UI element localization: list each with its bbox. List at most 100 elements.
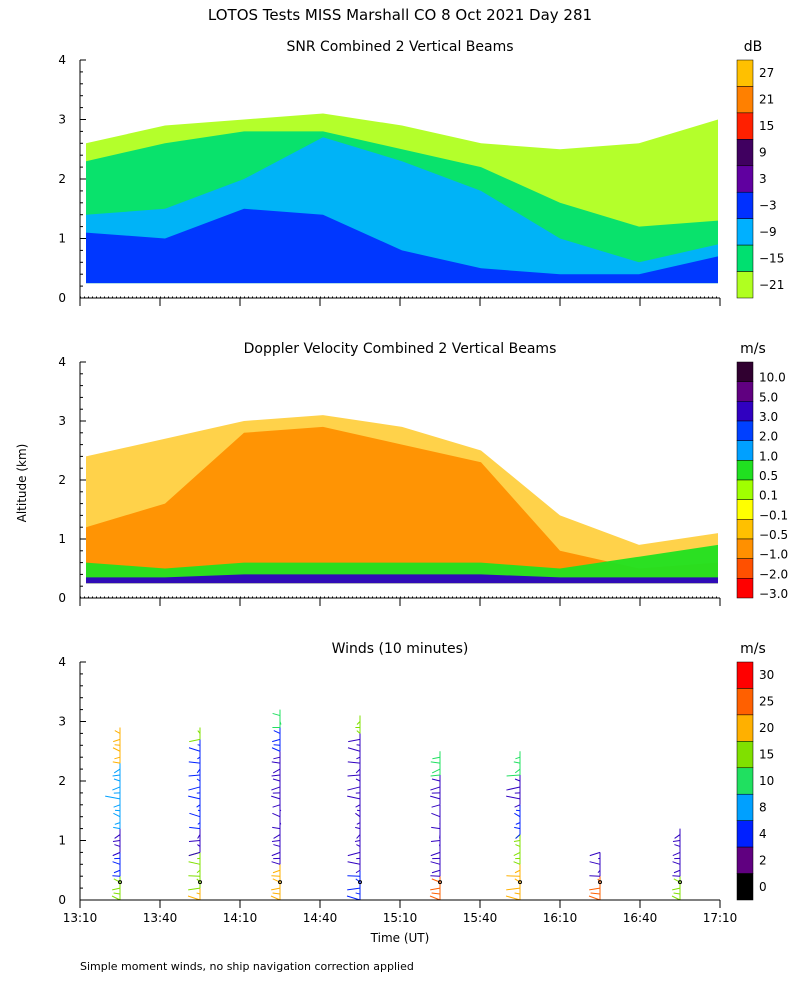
wind-barb xyxy=(112,774,121,777)
wind-barb xyxy=(347,887,361,891)
wind-barb xyxy=(589,887,601,891)
colorbar-label: −3 xyxy=(759,198,777,212)
wind-profile xyxy=(187,727,202,901)
wind-barb xyxy=(112,747,121,752)
wind-barb xyxy=(431,892,441,895)
colorbar-label: −3.0 xyxy=(759,587,788,601)
wind-barb xyxy=(673,892,681,895)
wind-barb xyxy=(189,738,201,743)
colorbar-label: 10 xyxy=(759,774,774,788)
wind-barb xyxy=(590,892,601,895)
wind-barb xyxy=(111,895,121,901)
wind-barb xyxy=(356,844,361,847)
x-tick-label: 13:10 xyxy=(63,911,98,925)
wind-barb xyxy=(114,834,121,839)
wind-barb xyxy=(430,761,441,764)
wind-barb xyxy=(272,738,281,743)
colorbar-unit: dB xyxy=(744,39,763,55)
wind-profile-marker xyxy=(598,880,602,885)
wind-barb xyxy=(188,747,201,752)
wind-barb xyxy=(589,861,601,865)
heatmap-layer-mod_down xyxy=(86,426,718,584)
wind-barb xyxy=(356,834,361,839)
wind-barb xyxy=(114,756,121,760)
y-tick-label: 1 xyxy=(58,834,66,848)
wind-barb xyxy=(430,840,441,842)
wind-barb xyxy=(356,822,361,825)
wind-barb xyxy=(271,795,281,800)
panel-title: SNR Combined 2 Vertical Beams xyxy=(286,39,513,55)
wind-barb xyxy=(347,747,361,752)
y-tick-label: 2 xyxy=(58,774,66,788)
y-tick-label: 2 xyxy=(58,172,66,186)
colorbar-swatch xyxy=(736,820,754,848)
wind-barb xyxy=(513,861,521,865)
wind-profile xyxy=(588,851,602,901)
wind-barb xyxy=(114,844,121,847)
wind-barb xyxy=(188,861,201,865)
wind-profile-marker xyxy=(678,880,682,885)
wind-barb xyxy=(515,834,521,839)
wind-barb xyxy=(355,778,361,782)
shared-y-axis-label: Altitude (km) xyxy=(15,444,29,523)
colorbar-swatch xyxy=(736,688,754,716)
wind-barb xyxy=(348,738,361,743)
wind-profile xyxy=(429,751,442,901)
wind-barb xyxy=(431,804,441,808)
wind-barb xyxy=(273,730,281,734)
wind-barb xyxy=(355,878,361,883)
x-axis-label: Time (UT) xyxy=(370,931,430,945)
panel-winds: Winds (10 minutes) 0 1 2 3 4 13:10 13:40 14:10 14… xyxy=(58,641,774,945)
wind-profile xyxy=(346,715,362,901)
wind-barb xyxy=(271,747,281,752)
wind-barb xyxy=(271,840,281,842)
x-tick-label: 17:10 xyxy=(703,911,738,925)
wind-barb xyxy=(113,768,121,774)
wind-barb xyxy=(272,712,281,717)
panel-snr: SNR Combined 2 Vertical Beams 0 1 2 3 4 dB 27 21… xyxy=(58,39,784,306)
wind-barb xyxy=(347,774,361,777)
wind-barb xyxy=(273,834,281,839)
colorbar-label: 3.0 xyxy=(759,410,778,424)
colorbar-swatch xyxy=(736,112,754,140)
wind-barb xyxy=(114,822,121,825)
colorbar-swatch xyxy=(736,139,754,167)
wind-barb xyxy=(671,895,681,901)
wind-barb xyxy=(355,768,361,774)
colorbar-swatch xyxy=(736,793,754,821)
wind-barb xyxy=(112,786,121,791)
y-tick-label: 1 xyxy=(58,532,66,546)
wind-barb xyxy=(346,895,361,901)
y-tick-label: 3 xyxy=(58,113,66,127)
wind-barb xyxy=(356,730,361,734)
wind-barb xyxy=(431,812,441,818)
wind-barb xyxy=(430,774,441,777)
wind-profile xyxy=(505,751,522,901)
wind-barb xyxy=(589,851,601,857)
wind-barb xyxy=(431,778,441,782)
y-tick-label: 0 xyxy=(58,291,66,305)
wind-barb xyxy=(356,756,361,760)
wind-barb xyxy=(196,804,201,808)
wind-barb xyxy=(429,895,441,901)
colorbar-swatch xyxy=(736,244,754,272)
y-tick-label: 4 xyxy=(58,53,66,67)
wind-barb xyxy=(272,869,281,874)
wind-barb xyxy=(188,887,201,891)
y-tick-label: 4 xyxy=(58,355,66,369)
wind-barb xyxy=(506,795,521,800)
wind-barb xyxy=(506,786,521,791)
wind-barb xyxy=(355,892,361,895)
wind-barb xyxy=(347,786,361,791)
wind-barb xyxy=(196,892,201,895)
wind-barb xyxy=(431,826,441,830)
wind-barb xyxy=(515,822,521,825)
wind-barb xyxy=(114,730,121,734)
wind-barb xyxy=(513,761,521,764)
y-tick-label: 4 xyxy=(58,655,66,669)
wind-barb xyxy=(513,851,521,857)
colorbar-label: 4 xyxy=(759,827,767,841)
colorbar-swatch xyxy=(736,218,754,246)
wind-barb xyxy=(114,809,121,812)
